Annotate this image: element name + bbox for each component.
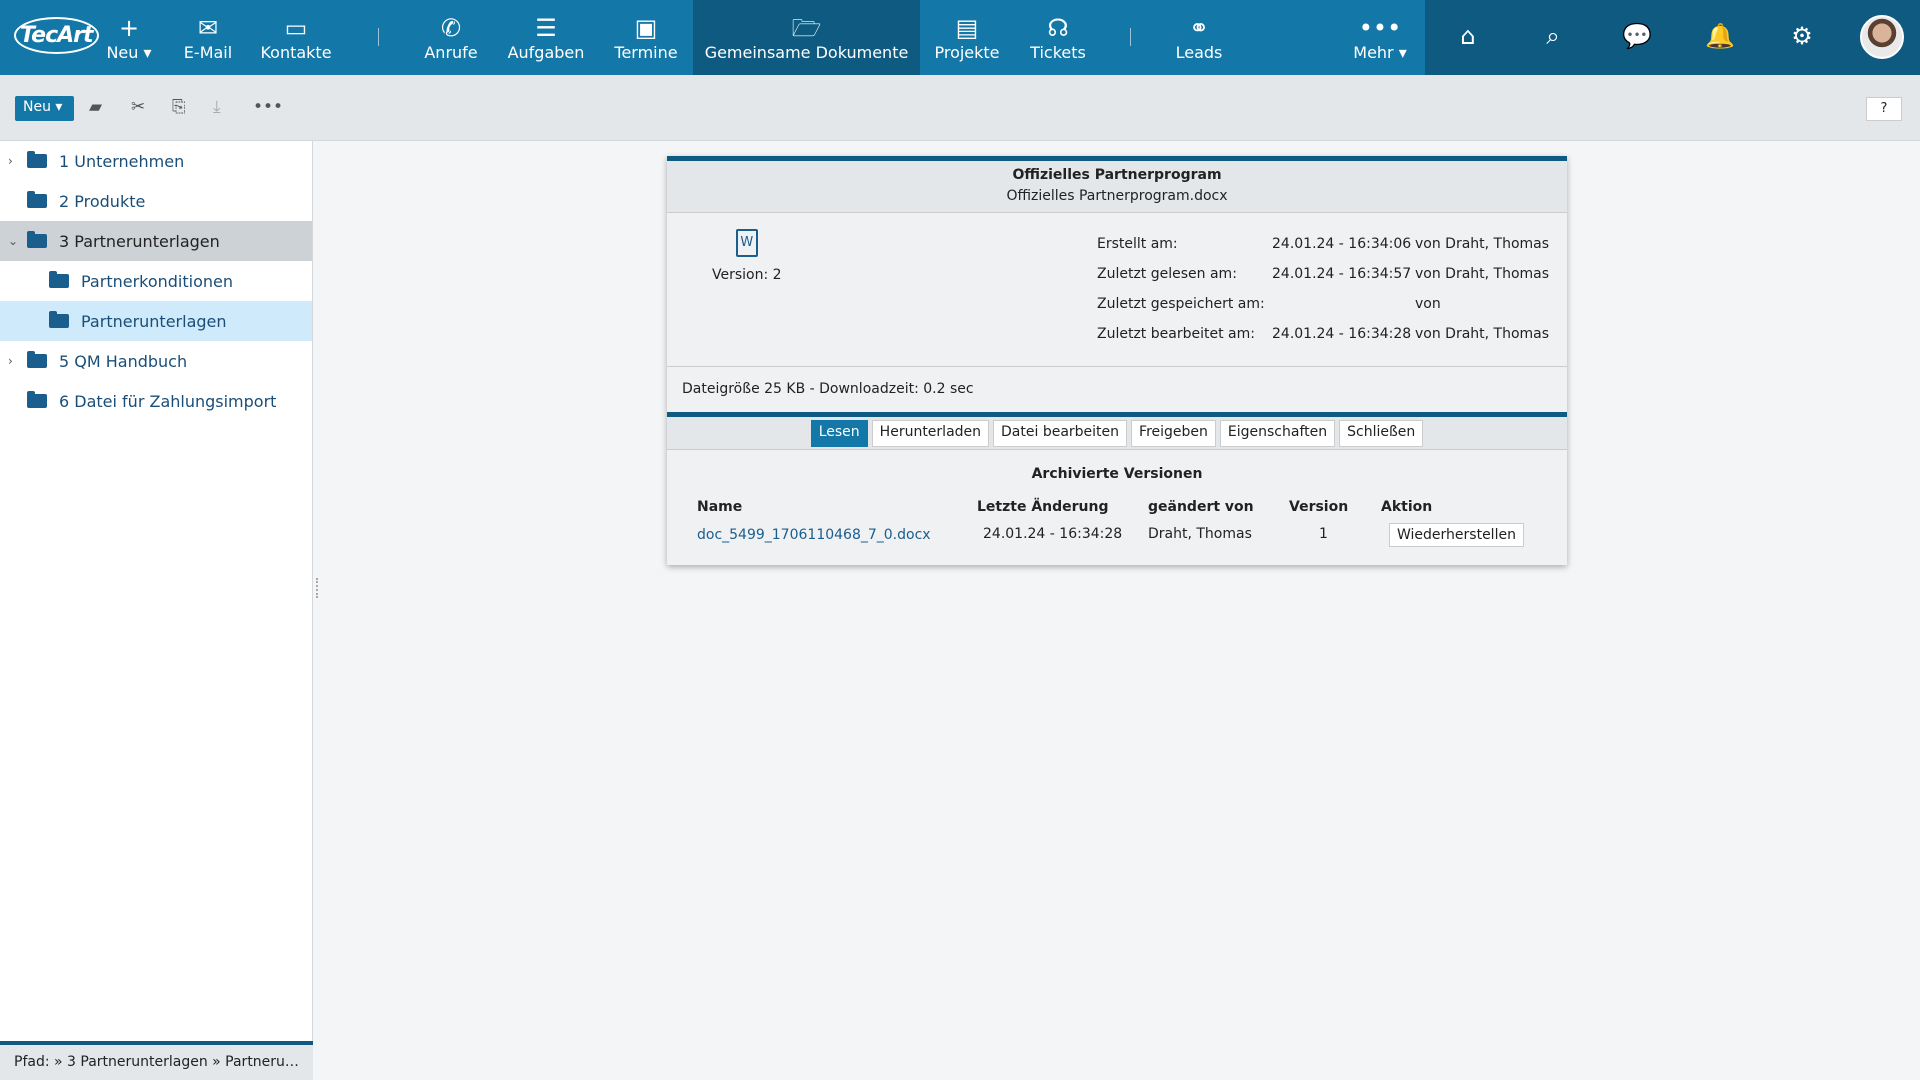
version-date: 24.01.24 - 16:34:28 (983, 526, 1123, 542)
column-header: Letzte Änderung (977, 499, 1109, 515)
new-button[interactable]: Neu ▾ (15, 96, 74, 121)
nav-leads[interactable]: ⚭ Leads (1175, 14, 1223, 62)
folder-icon (27, 191, 47, 208)
scissors-icon[interactable]: ✂ (131, 97, 146, 117)
nav-shared-documents[interactable]: 🗁 Gemeinsame Dokumente (693, 0, 920, 83)
breadcrumb-path: Pfad: » 3 Partnerunterlagen » Partneru… (0, 1041, 313, 1080)
folder-icon (27, 351, 47, 368)
document-dialog: Offizielles Partnerprogram Offizielles P… (667, 156, 1567, 565)
resize-handle[interactable] (316, 578, 320, 598)
tree-item[interactable]: Partnerkonditionen (0, 261, 312, 301)
properties-button[interactable]: Eigenschaften (1219, 420, 1336, 447)
more-options-icon[interactable]: ••• (253, 97, 284, 117)
version-file-link[interactable]: doc_5499_1706110468_7_0.docx (697, 527, 931, 543)
chevron-right-icon[interactable]: › (8, 354, 13, 368)
nav-calls[interactable]: ✆ Anrufe (424, 14, 478, 62)
mail-icon: ✉ (197, 14, 219, 42)
nav-tickets[interactable]: ☊ Tickets (1030, 14, 1086, 62)
chevron-right-icon[interactable]: › (8, 154, 13, 168)
nav-tasks[interactable]: ☰ Aufgaben (507, 14, 585, 62)
nav-new[interactable]: + Neu ▾ (106, 14, 152, 62)
contact-card-icon: ▭ (284, 14, 308, 42)
help-button[interactable]: ? (1866, 97, 1902, 121)
column-header: Aktion (1381, 499, 1433, 515)
close-button[interactable]: Schließen (1339, 420, 1424, 447)
tree-item[interactable]: › 1 Unternehmen (8, 151, 185, 171)
file-name: Offizielles Partnerprogram.docx (1006, 188, 1228, 204)
folder-icon (27, 391, 47, 408)
folder-icon (49, 271, 69, 288)
column-header: Name (697, 499, 743, 515)
edit-file-button[interactable]: Datei bearbeiten (993, 420, 1128, 447)
tree-item[interactable]: › 5 QM Handbuch (8, 351, 188, 371)
search-icon[interactable]: ⌕ (1546, 22, 1560, 50)
folder-open-icon (49, 311, 69, 328)
nav-appointments[interactable]: ▣ Termine (614, 14, 678, 62)
nav-email[interactable]: ✉ E-Mail (183, 14, 233, 62)
phone-icon: ✆ (440, 14, 462, 42)
action-bar: Lesen Herunterladen Datei bearbeiten Fre… (667, 412, 1567, 450)
avatar[interactable] (1860, 15, 1904, 59)
archive-title: Archivierte Versionen (1031, 466, 1203, 482)
tree-item[interactable]: 6 Datei für Zahlungsimport (0, 381, 312, 421)
download-icon[interactable]: ⤓ (213, 97, 221, 117)
bell-icon[interactable]: 🔔 (1705, 22, 1735, 50)
version-author: Draht, Thomas (1148, 526, 1252, 542)
restore-button[interactable]: Wiederherstellen (1389, 523, 1524, 547)
tecart-logo[interactable]: TecArt (14, 17, 99, 54)
top-navigation: TecArt + Neu ▾ ✉ E-Mail ▭ Kontakte ✆ Anrufe … (0, 0, 1920, 83)
tree-item[interactable]: 2 Produkte (0, 181, 312, 221)
chat-icon[interactable]: 💬 (1622, 22, 1652, 50)
gear-icon[interactable]: ⚙ (1791, 22, 1813, 50)
share-button[interactable]: Freigeben (1131, 420, 1216, 447)
file-size-info: Dateigröße 25 KB - Downloadzeit: 0.2 sec (667, 366, 1567, 414)
folder-open-icon (27, 231, 47, 248)
calendar-icon: ▣ (634, 14, 658, 42)
download-button[interactable]: Herunterladen (871, 420, 990, 447)
tree-item[interactable]: Partnerunterlagen (0, 301, 312, 341)
nav-more[interactable]: ••• Mehr ▾ (1353, 14, 1407, 62)
plus-icon: + (118, 14, 140, 42)
tree-item[interactable]: ⌄ 3 Partnerunterlagen (0, 221, 312, 261)
folder-open-icon: 🗁 (791, 14, 822, 42)
checklist-icon: ☰ (535, 14, 557, 42)
handshake-icon: ⚭ (1188, 14, 1210, 42)
project-icon: ▤ (955, 14, 979, 42)
support-icon: ☊ (1047, 14, 1069, 42)
copy-icon[interactable]: ⎘ (172, 97, 186, 117)
chevron-down-icon[interactable]: ⌄ (8, 234, 19, 248)
folder-tree: › 1 Unternehmen 2 Produkte ⌄ 3 Partnerunte… (0, 141, 313, 1080)
column-header: Version (1289, 499, 1349, 515)
folder-upload-icon[interactable]: ▰ (89, 97, 103, 117)
column-header: geändert von (1148, 499, 1254, 515)
nav-separator (1130, 28, 1131, 46)
toolbar: Neu ▾ ▰ ✂ ⎘ ⤓ ••• ? (0, 75, 1920, 141)
dialog-title: Offizielles Partnerprogram (1012, 167, 1222, 183)
home-icon[interactable]: ⌂ (1460, 22, 1476, 50)
word-file-icon: W (735, 229, 758, 257)
version-label: Version: 2 (712, 267, 782, 283)
folder-icon (27, 151, 47, 168)
more-icon: ••• (1358, 14, 1402, 42)
nav-contacts[interactable]: ▭ Kontakte (260, 14, 332, 62)
version-number: 1 (1319, 526, 1328, 542)
read-button[interactable]: Lesen (810, 420, 868, 447)
nav-projects[interactable]: ▤ Projekte (934, 14, 1000, 62)
nav-separator (378, 28, 379, 46)
